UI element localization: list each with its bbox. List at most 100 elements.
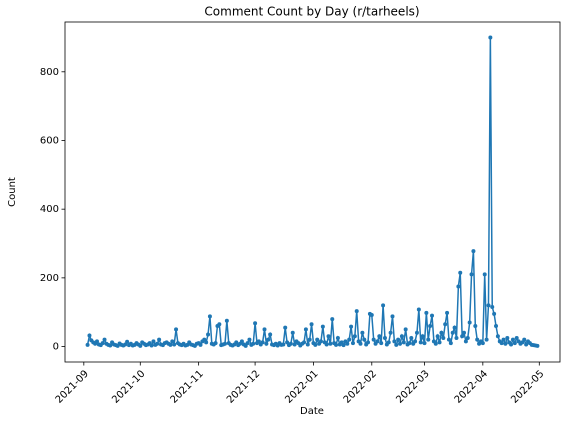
point — [484, 337, 489, 342]
point — [505, 335, 510, 340]
point — [149, 343, 154, 348]
chart-title: Comment Count by Day (r/tarheels) — [204, 5, 419, 19]
point — [450, 330, 455, 335]
point — [482, 272, 487, 277]
point — [435, 334, 440, 339]
point — [460, 334, 465, 339]
point — [303, 327, 308, 332]
point — [224, 318, 229, 323]
point — [465, 335, 470, 340]
point — [198, 342, 203, 347]
point — [352, 334, 357, 339]
point — [324, 342, 329, 347]
point — [486, 303, 491, 308]
point — [473, 323, 478, 328]
point — [399, 334, 404, 339]
point — [379, 341, 384, 346]
y-tick-label: 600 — [40, 135, 59, 146]
point — [375, 339, 380, 344]
point — [488, 35, 493, 40]
point — [318, 339, 323, 344]
point — [509, 342, 514, 347]
point — [302, 340, 307, 345]
point — [386, 340, 391, 345]
point — [247, 337, 252, 342]
point — [495, 334, 500, 339]
point — [514, 335, 519, 340]
point — [206, 332, 211, 337]
series-line — [86, 37, 538, 347]
point — [430, 313, 435, 318]
x-tick-label: 2022-04 — [453, 368, 490, 405]
point — [503, 341, 508, 346]
x-tick-label: 2022-01 — [283, 368, 320, 405]
point — [362, 337, 367, 342]
point — [448, 341, 453, 346]
point — [407, 341, 412, 346]
point — [168, 342, 173, 347]
x-tick-label: 2022-02 — [342, 368, 379, 405]
y-tick-label: 400 — [40, 204, 59, 215]
point — [458, 270, 463, 275]
point — [328, 341, 333, 346]
point — [172, 342, 177, 347]
point — [524, 342, 529, 347]
point — [256, 339, 261, 344]
x-tick-label: 2021-12 — [225, 368, 262, 405]
point — [422, 341, 427, 346]
point — [522, 337, 527, 342]
point — [480, 341, 485, 346]
point — [251, 341, 256, 346]
point — [102, 337, 107, 342]
point — [207, 314, 212, 319]
point — [382, 335, 387, 340]
point — [174, 327, 179, 332]
point — [155, 341, 160, 346]
point — [313, 342, 318, 347]
x-tick-label: 2022-05 — [509, 368, 546, 405]
point — [475, 337, 480, 342]
point — [501, 337, 506, 342]
point — [420, 334, 425, 339]
x-tick-label: 2022-03 — [394, 368, 431, 405]
point — [463, 339, 468, 344]
point — [414, 330, 419, 335]
point — [390, 314, 395, 319]
point — [320, 324, 325, 329]
point — [490, 305, 495, 310]
point — [366, 340, 371, 345]
point — [217, 322, 222, 327]
point — [433, 341, 438, 346]
point — [341, 343, 346, 348]
point — [452, 325, 457, 330]
point — [245, 341, 250, 346]
point — [454, 335, 459, 340]
point — [292, 342, 297, 347]
point — [439, 330, 444, 335]
point — [157, 337, 162, 342]
point — [510, 337, 515, 342]
x-tick-label: 2021-11 — [169, 368, 206, 405]
y-tick-label: 800 — [40, 67, 59, 78]
point — [262, 327, 267, 332]
point — [456, 284, 461, 289]
point — [360, 330, 365, 335]
point — [354, 309, 359, 314]
point — [330, 317, 335, 322]
point — [125, 339, 130, 344]
point — [358, 341, 363, 346]
x-tick-label: 2021-10 — [110, 368, 147, 405]
point — [443, 322, 448, 327]
point — [535, 343, 540, 348]
point — [409, 335, 414, 340]
point — [100, 341, 105, 346]
point — [334, 342, 339, 347]
point — [222, 341, 227, 346]
point — [471, 249, 476, 254]
point — [288, 341, 293, 346]
point — [94, 339, 99, 344]
y-tick-label: 200 — [40, 273, 59, 284]
x-axis-label: Date — [300, 406, 324, 417]
point — [418, 340, 423, 345]
point — [492, 311, 497, 316]
